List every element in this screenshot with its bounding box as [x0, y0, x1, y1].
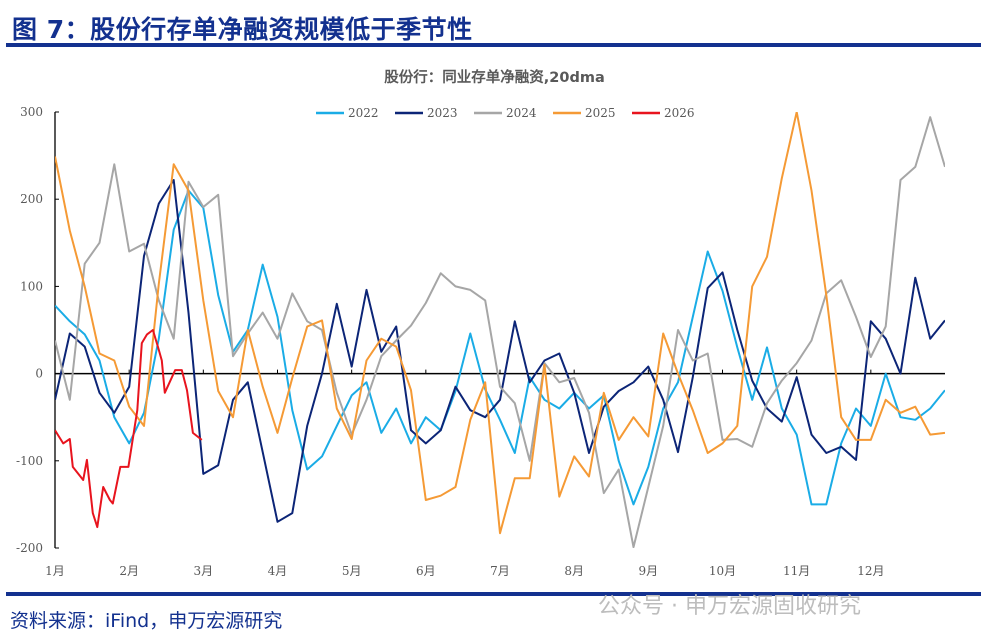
x-tick-label: 11月 [783, 564, 810, 578]
x-tick-label: 1月 [45, 564, 65, 578]
y-tick-label: 100 [20, 279, 43, 293]
x-tick-label: 4月 [268, 564, 288, 578]
y-tick-label: 200 [20, 192, 43, 206]
source-note: 资料来源：iFind，申万宏源研究 [10, 610, 283, 632]
legend-label-2023: 2023 [427, 106, 458, 120]
x-tick-label: 8月 [564, 564, 584, 578]
x-tick-label: 10月 [709, 564, 736, 578]
legend-label-2025: 2025 [585, 106, 616, 120]
series-line-2026 [55, 329, 203, 529]
y-tick-label: -200 [16, 541, 43, 555]
chart-title: 股份行：同业存单净融资,20dma [384, 70, 605, 86]
x-tick-label: 2月 [119, 564, 139, 578]
series-line-2022 [55, 189, 945, 506]
footer-rule [6, 592, 981, 596]
figure-title: 图 7：股份行存单净融资规模低于季节性 [12, 15, 473, 44]
legend-label-2026: 2026 [664, 106, 695, 120]
x-tick-label: 7月 [490, 564, 510, 578]
y-tick-label: 0 [35, 367, 43, 381]
x-tick-label: 9月 [639, 564, 659, 578]
x-tick-label: 12月 [857, 564, 884, 578]
series-line-2024 [55, 116, 945, 548]
x-tick-label: 6月 [416, 564, 436, 578]
legend-label-2022: 2022 [348, 106, 379, 120]
legend-label-2024: 2024 [506, 106, 537, 120]
title-rule [6, 43, 981, 47]
x-tick-label: 3月 [194, 564, 214, 578]
series-line-2025 [55, 112, 945, 535]
y-tick-label: 300 [20, 105, 43, 119]
y-tick-label: -100 [16, 454, 43, 468]
watermark: 公众号 · 申万宏源固收研究 [598, 594, 861, 619]
series-line-2023 [55, 179, 945, 523]
x-tick-label: 5月 [342, 564, 362, 578]
